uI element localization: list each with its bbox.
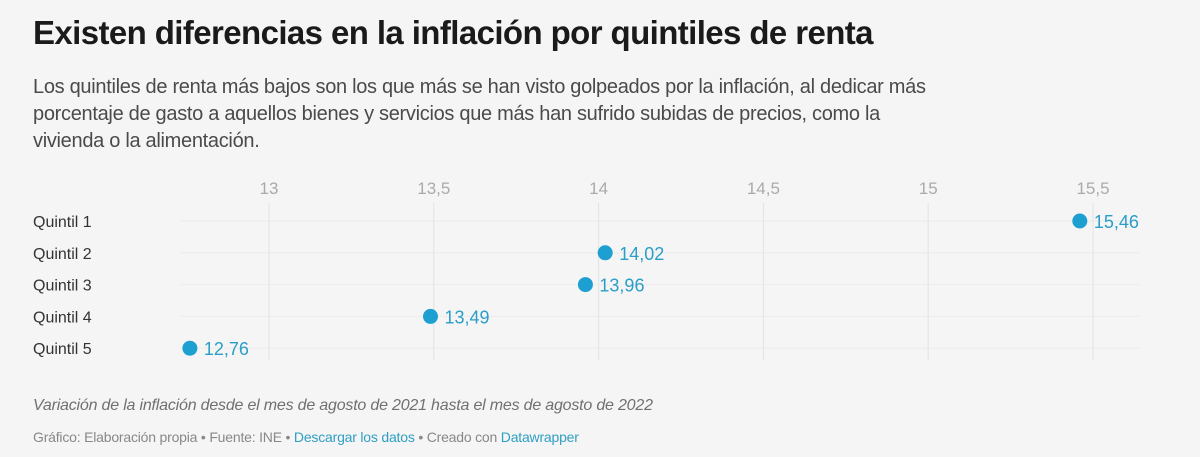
data-label: 12,76: [204, 339, 249, 359]
download-data-link[interactable]: Descargar los datos: [293, 429, 415, 445]
data-point: [182, 340, 198, 356]
datawrapper-link[interactable]: Datawrapper: [500, 429, 579, 445]
subtitle-line: Los quintiles de renta más bajos son los…: [33, 76, 926, 98]
data-point: [423, 308, 439, 324]
subtitle-line: vivienda o la alimentación.: [33, 130, 260, 152]
data-label: 14,02: [619, 244, 664, 264]
subtitle-line: porcentaje de gasto a aquellos bienes y …: [33, 103, 880, 125]
x-tick-label: 13,5: [417, 179, 450, 198]
data-label: 15,46: [1094, 212, 1139, 232]
category-label: Quintil 1: [33, 214, 92, 231]
x-tick-label: 14,5: [747, 179, 780, 198]
x-tick-label: 15,5: [1076, 179, 1109, 198]
category-label: Quintil 3: [33, 278, 92, 295]
x-tick-label: 15: [919, 179, 938, 198]
x-tick-label: 13: [260, 179, 279, 198]
data-label: 13,49: [445, 307, 490, 327]
data-point: [597, 245, 613, 261]
x-tick-label: 14: [589, 179, 608, 198]
created-with-text: • Creado con: [414, 429, 501, 445]
category-label: Quintil 4: [33, 309, 92, 326]
source-text: Gráfico: Elaboración propia • Fuente: IN…: [33, 429, 294, 445]
category-label: Quintil 2: [33, 246, 92, 263]
chart-subtitle: Los quintiles de renta más bajos son los…: [33, 74, 926, 155]
data-point: [1072, 213, 1088, 229]
chart-note: Variación de la inflación desde el mes d…: [33, 397, 653, 414]
data-label: 13,96: [599, 276, 644, 296]
chart-title: Existen diferencias en la inflación por …: [33, 14, 874, 51]
dot-plot: 13 13,5 14 14,5 15 15,5 Quintil 1 15,46 Quintil …: [33, 179, 1140, 360]
chart-footer: Gráfico: Elaboración propia • Fuente: IN…: [33, 429, 579, 445]
category-label: Quintil 5: [33, 341, 92, 358]
data-point: [577, 277, 593, 293]
